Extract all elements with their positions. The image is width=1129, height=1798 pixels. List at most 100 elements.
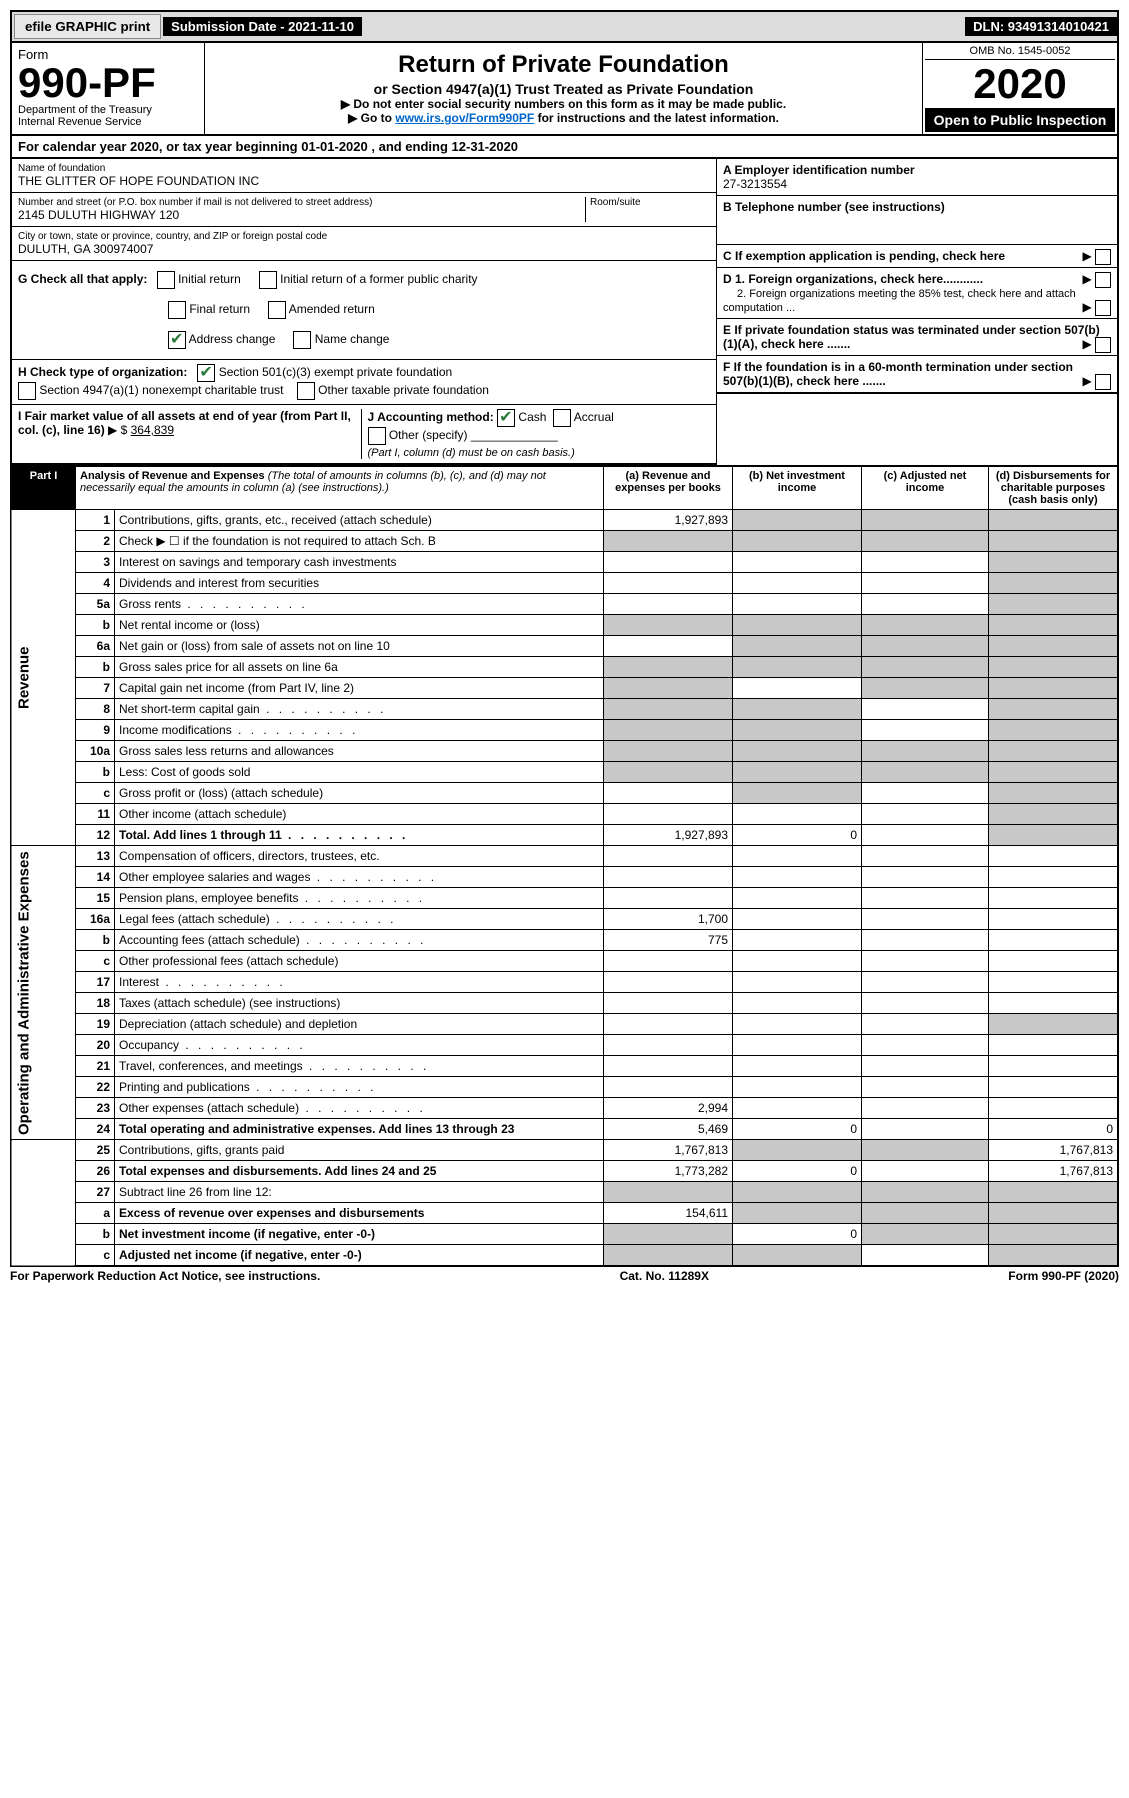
h1: Section 501(c)(3) exempt private foundat… <box>219 365 452 379</box>
desc-17: Interest <box>115 972 604 993</box>
efile-print-button[interactable]: efile GRAPHIC print <box>14 14 161 39</box>
footer: For Paperwork Reduction Act Notice, see … <box>10 1267 1119 1285</box>
ln-27c: c <box>76 1245 115 1267</box>
cal-end: 12-31-2020 <box>452 139 519 154</box>
d1-label: D 1. Foreign organizations, check here..… <box>723 272 983 286</box>
ln-22: 22 <box>76 1077 115 1098</box>
val-25d: 1,767,813 <box>989 1140 1119 1161</box>
cb-f[interactable] <box>1095 374 1111 390</box>
row-23: 23Other expenses (attach schedule)2,994 <box>11 1098 1118 1119</box>
info-right: A Employer identification number 27-3213… <box>716 159 1117 465</box>
city-cell: City or town, state or province, country… <box>12 227 716 261</box>
val-16b: 775 <box>604 930 733 951</box>
cb-4947[interactable] <box>18 382 36 400</box>
col-b: (b) Net investment income <box>733 466 862 510</box>
name-label: Name of foundation <box>18 163 710 174</box>
j2: Accrual <box>574 410 614 424</box>
desc-8: Net short-term capital gain <box>115 699 604 720</box>
row-5a: 5aGross rents <box>11 594 1118 615</box>
addr-label: Number and street (or P.O. box number if… <box>18 197 585 208</box>
cal-begin: 01-01-2020 <box>301 139 368 154</box>
j-note: (Part I, column (d) must be on cash basi… <box>368 447 575 459</box>
cb-d2[interactable] <box>1095 300 1111 316</box>
desc-26: Total expenses and disbursements. Add li… <box>115 1161 604 1182</box>
desc-12: Total. Add lines 1 through 11 <box>115 825 604 846</box>
ln-20: 20 <box>76 1035 115 1056</box>
val-16a: 1,700 <box>604 909 733 930</box>
cb-accrual[interactable] <box>553 409 571 427</box>
ein: 27-3213554 <box>723 177 787 191</box>
row-16c: cOther professional fees (attach schedul… <box>11 951 1118 972</box>
cb-initial[interactable] <box>157 271 175 289</box>
ln-14: 14 <box>76 867 115 888</box>
row-7: 7Capital gain net income (from Part IV, … <box>11 678 1118 699</box>
row-27a: aExcess of revenue over expenses and dis… <box>11 1203 1118 1224</box>
cb-cash[interactable] <box>497 409 515 427</box>
row-13: Operating and Administrative Expenses 13… <box>11 846 1118 867</box>
cb-amended[interactable] <box>268 301 286 319</box>
desc-10c: Gross profit or (loss) (attach schedule) <box>115 783 604 804</box>
desc-6a: Net gain or (loss) from sale of assets n… <box>115 636 604 657</box>
c-label: C If exemption application is pending, c… <box>723 249 1005 263</box>
ln-27: 27 <box>76 1182 115 1203</box>
open-public: Open to Public Inspection <box>925 108 1115 132</box>
ln-24: 24 <box>76 1119 115 1140</box>
row-9: 9Income modifications <box>11 720 1118 741</box>
row-11: 11Other income (attach schedule) <box>11 804 1118 825</box>
cb-other-acct[interactable] <box>368 427 386 445</box>
cb-c[interactable] <box>1095 249 1111 265</box>
ln-16b: b <box>76 930 115 951</box>
row-8: 8Net short-term capital gain <box>11 699 1118 720</box>
val-24d: 0 <box>989 1119 1119 1140</box>
ln-7: 7 <box>76 678 115 699</box>
header-mid: Return of Private Foundation or Section … <box>205 43 922 134</box>
desc-27c: Adjusted net income (if negative, enter … <box>115 1245 604 1267</box>
foundation-name: THE GLITTER OF HOPE FOUNDATION INC <box>18 174 710 188</box>
ln-6b: b <box>76 657 115 678</box>
desc-4: Dividends and interest from securities <box>115 573 604 594</box>
form-header: Form 990-PF Department of the Treasury I… <box>10 43 1119 136</box>
cb-initial-former[interactable] <box>259 271 277 289</box>
footer-left: For Paperwork Reduction Act Notice, see … <box>10 1269 320 1283</box>
col-a: (a) Revenue and expenses per books <box>604 466 733 510</box>
analysis-table: Part I Analysis of Revenue and Expenses … <box>10 465 1119 1267</box>
form-subtitle: or Section 4947(a)(1) Trust Treated as P… <box>211 81 916 97</box>
name-cell: Name of foundation THE GLITTER OF HOPE F… <box>12 159 716 193</box>
ln-5b: b <box>76 615 115 636</box>
info-left: Name of foundation THE GLITTER OF HOPE F… <box>12 159 716 465</box>
cb-e[interactable] <box>1095 337 1111 353</box>
b-cell: B Telephone number (see instructions) <box>717 196 1117 245</box>
i-section: I Fair market value of all assets at end… <box>18 409 361 459</box>
ln-4: 4 <box>76 573 115 594</box>
cb-address-change[interactable] <box>168 331 186 349</box>
omb: OMB No. 1545-0052 <box>925 45 1115 60</box>
form-link[interactable]: www.irs.gov/Form990PF <box>395 111 534 125</box>
op-label: Operating and Administrative Expenses <box>11 846 76 1140</box>
desc-6b: Gross sales price for all assets on line… <box>115 657 604 678</box>
d-cell: D 1. Foreign organizations, check here..… <box>717 268 1117 319</box>
val-24a: 5,469 <box>604 1119 733 1140</box>
desc-11: Other income (attach schedule) <box>115 804 604 825</box>
ln-17: 17 <box>76 972 115 993</box>
cb-name-change[interactable] <box>293 331 311 349</box>
a-cell: A Employer identification number 27-3213… <box>717 159 1117 196</box>
val-23a: 2,994 <box>604 1098 733 1119</box>
row-16a: 16aLegal fees (attach schedule)1,700 <box>11 909 1118 930</box>
row-1: Revenue 1 Contributions, gifts, grants, … <box>11 510 1118 531</box>
cb-final[interactable] <box>168 301 186 319</box>
row-18: 18Taxes (attach schedule) (see instructi… <box>11 993 1118 1014</box>
cb-d1[interactable] <box>1095 272 1111 288</box>
ln-13: 13 <box>76 846 115 867</box>
cb-501c3[interactable] <box>197 364 215 382</box>
header-left: Form 990-PF Department of the Treasury I… <box>12 43 205 134</box>
row-27: 27Subtract line 26 from line 12: <box>11 1182 1118 1203</box>
desc-15: Pension plans, employee benefits <box>115 888 604 909</box>
info-block: Name of foundation THE GLITTER OF HOPE F… <box>10 159 1119 465</box>
ln-11: 11 <box>76 804 115 825</box>
j-section: J Accounting method: Cash Accrual Other … <box>361 409 711 459</box>
a-label: A Employer identification number <box>723 163 915 177</box>
cb-other-taxable[interactable] <box>297 382 315 400</box>
row-16b: bAccounting fees (attach schedule)775 <box>11 930 1118 951</box>
dln: DLN: 93491314010421 <box>965 17 1117 36</box>
header-right: OMB No. 1545-0052 2020 Open to Public In… <box>922 43 1117 134</box>
